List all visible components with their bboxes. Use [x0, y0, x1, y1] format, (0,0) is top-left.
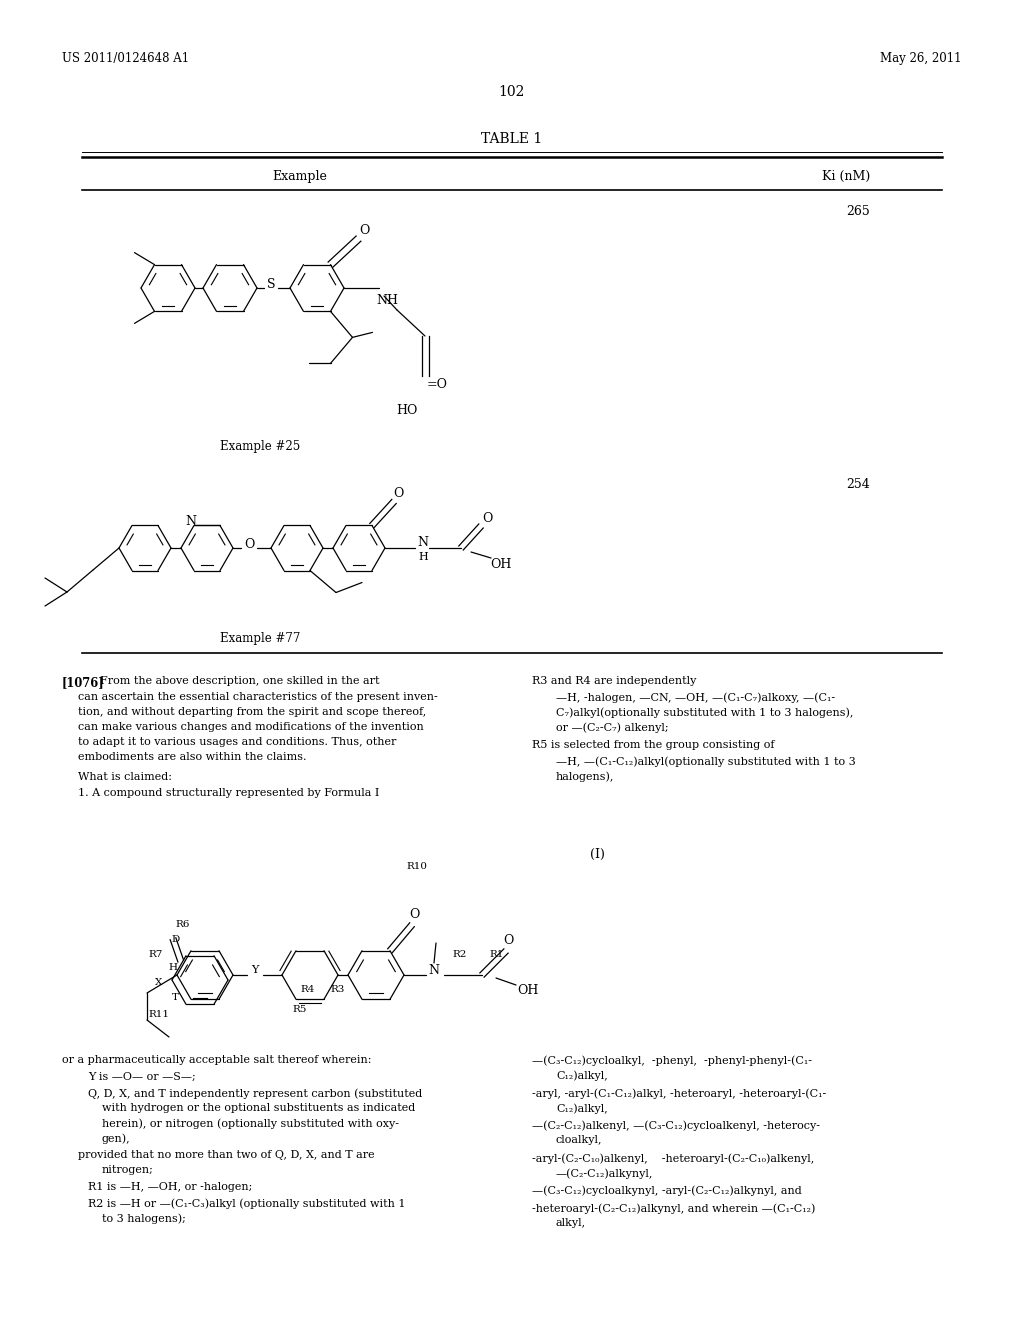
- Text: tion, and without departing from the spirit and scope thereof,: tion, and without departing from the spi…: [78, 708, 426, 717]
- Text: R6: R6: [175, 920, 189, 929]
- Text: —(C₂-C₁₂)alkynyl,: —(C₂-C₁₂)alkynyl,: [556, 1168, 653, 1179]
- Text: From the above description, one skilled in the art: From the above description, one skilled …: [100, 676, 380, 686]
- Text: R4: R4: [300, 985, 314, 994]
- Text: X: X: [155, 978, 163, 987]
- Text: —(C₃-C₁₂)cycloalkyl,  -phenyl,  -phenyl-phenyl-(C₁-: —(C₃-C₁₂)cycloalkyl, -phenyl, -phenyl-ph…: [532, 1055, 812, 1065]
- Text: Example #25: Example #25: [220, 440, 300, 453]
- Text: C₇)alkyl(optionally substituted with 1 to 3 halogens),: C₇)alkyl(optionally substituted with 1 t…: [556, 708, 853, 718]
- Text: O: O: [409, 908, 419, 921]
- Text: May 26, 2011: May 26, 2011: [881, 51, 962, 65]
- Text: with hydrogen or the optional substituents as indicated: with hydrogen or the optional substituen…: [102, 1104, 416, 1113]
- Text: HO: HO: [396, 404, 418, 417]
- Text: R2: R2: [452, 950, 466, 960]
- Text: to 3 halogens);: to 3 halogens);: [102, 1213, 186, 1224]
- Text: Example: Example: [272, 170, 328, 183]
- Text: R2 is —H or —(C₁-C₃)alkyl (optionally substituted with 1: R2 is —H or —(C₁-C₃)alkyl (optionally su…: [88, 1199, 406, 1209]
- Text: halogens),: halogens),: [556, 771, 614, 781]
- Text: —(C₂-C₁₂)alkenyl, —(C₃-C₁₂)cycloalkenyl, -heterocy-: —(C₂-C₁₂)alkenyl, —(C₃-C₁₂)cycloalkenyl,…: [532, 1119, 820, 1130]
- Text: provided that no more than two of Q, D, X, and T are: provided that no more than two of Q, D, …: [78, 1150, 375, 1160]
- Text: 265: 265: [846, 205, 870, 218]
- Text: R1 is —H, —OH, or -halogen;: R1 is —H, —OH, or -halogen;: [88, 1181, 252, 1192]
- Text: R11: R11: [148, 1010, 169, 1019]
- Text: 254: 254: [846, 478, 870, 491]
- Text: gen),: gen),: [102, 1133, 131, 1143]
- Text: N: N: [185, 515, 197, 528]
- Text: —H, —(C₁-C₁₂)alkyl(optionally substituted with 1 to 3: —H, —(C₁-C₁₂)alkyl(optionally substitute…: [556, 756, 856, 767]
- Text: cloalkyl,: cloalkyl,: [556, 1135, 602, 1144]
- Text: C₁₂)alkyl,: C₁₂)alkyl,: [556, 1071, 608, 1081]
- Text: Example #77: Example #77: [220, 632, 300, 645]
- Text: O: O: [503, 935, 513, 948]
- Text: O: O: [393, 487, 403, 500]
- Text: S: S: [266, 277, 275, 290]
- Text: or a pharmaceutically acceptable salt thereof wherein:: or a pharmaceutically acceptable salt th…: [62, 1055, 372, 1065]
- Text: =O: =O: [427, 379, 447, 392]
- Text: —(C₃-C₁₂)cycloalkynyl, -aryl-(C₂-C₁₂)alkynyl, and: —(C₃-C₁₂)cycloalkynyl, -aryl-(C₂-C₁₂)alk…: [532, 1185, 802, 1196]
- Text: OH: OH: [517, 985, 539, 998]
- Text: (I): (I): [590, 847, 605, 861]
- Text: What is claimed:: What is claimed:: [78, 772, 172, 781]
- Text: R3: R3: [330, 985, 344, 994]
- Text: -heteroaryl-(C₂-C₁₂)alkynyl, and wherein —(C₁-C₁₂): -heteroaryl-(C₂-C₁₂)alkynyl, and wherein…: [532, 1203, 815, 1213]
- Text: R10: R10: [406, 862, 427, 871]
- Text: R7: R7: [148, 950, 163, 960]
- Text: alkyl,: alkyl,: [556, 1218, 586, 1228]
- Text: NH: NH: [376, 293, 398, 306]
- Text: Y: Y: [251, 965, 259, 975]
- Text: or —(C₂-C₇) alkenyl;: or —(C₂-C₇) alkenyl;: [556, 722, 669, 733]
- Text: herein), or nitrogen (optionally substituted with oxy-: herein), or nitrogen (optionally substit…: [102, 1118, 399, 1129]
- Text: —H, -halogen, —CN, —OH, —(C₁-C₇)alkoxy, —(C₁-: —H, -halogen, —CN, —OH, —(C₁-C₇)alkoxy, …: [556, 692, 836, 702]
- Text: N: N: [418, 536, 428, 549]
- Text: embodiments are also within the claims.: embodiments are also within the claims.: [78, 752, 306, 762]
- Text: O: O: [244, 537, 254, 550]
- Text: R5 is selected from the group consisting of: R5 is selected from the group consisting…: [532, 741, 774, 750]
- Text: nitrogen;: nitrogen;: [102, 1166, 154, 1175]
- Text: O: O: [482, 511, 493, 524]
- Text: Q, D, X, and T independently represent carbon (substituted: Q, D, X, and T independently represent c…: [88, 1088, 422, 1098]
- Text: -aryl-(C₂-C₁₀)alkenyl,    -heteroaryl-(C₂-C₁₀)alkenyl,: -aryl-(C₂-C₁₀)alkenyl, -heteroaryl-(C₂-C…: [532, 1152, 814, 1163]
- Text: H: H: [418, 552, 428, 562]
- Text: Y is —O— or —S—;: Y is —O— or —S—;: [88, 1072, 196, 1082]
- Text: O: O: [359, 224, 370, 238]
- Text: Ki (nM): Ki (nM): [821, 170, 870, 183]
- Text: C₁₂)alkyl,: C₁₂)alkyl,: [556, 1104, 608, 1114]
- Text: R1: R1: [489, 950, 504, 960]
- Text: TABLE 1: TABLE 1: [481, 132, 543, 147]
- Text: -aryl, -aryl-(C₁-C₁₂)alkyl, -heteroaryl, -heteroaryl-(C₁-: -aryl, -aryl-(C₁-C₁₂)alkyl, -heteroaryl,…: [532, 1088, 826, 1098]
- Text: US 2011/0124648 A1: US 2011/0124648 A1: [62, 51, 189, 65]
- Text: N: N: [428, 964, 439, 977]
- Text: H: H: [168, 964, 177, 972]
- Text: R5: R5: [292, 1005, 306, 1014]
- Text: to adapt it to various usages and conditions. Thus, other: to adapt it to various usages and condit…: [78, 737, 396, 747]
- Text: can make various changes and modifications of the invention: can make various changes and modificatio…: [78, 722, 424, 733]
- Text: 1. A compound structurally represented by Formula I: 1. A compound structurally represented b…: [78, 788, 379, 799]
- Text: OH: OH: [490, 557, 512, 570]
- Text: 102: 102: [499, 84, 525, 99]
- Text: D: D: [171, 935, 179, 944]
- Text: can ascertain the essential characteristics of the present inven-: can ascertain the essential characterist…: [78, 692, 437, 702]
- Text: T: T: [172, 993, 179, 1002]
- Text: [1076]: [1076]: [62, 676, 104, 689]
- Text: R3 and R4 are independently: R3 and R4 are independently: [532, 676, 696, 686]
